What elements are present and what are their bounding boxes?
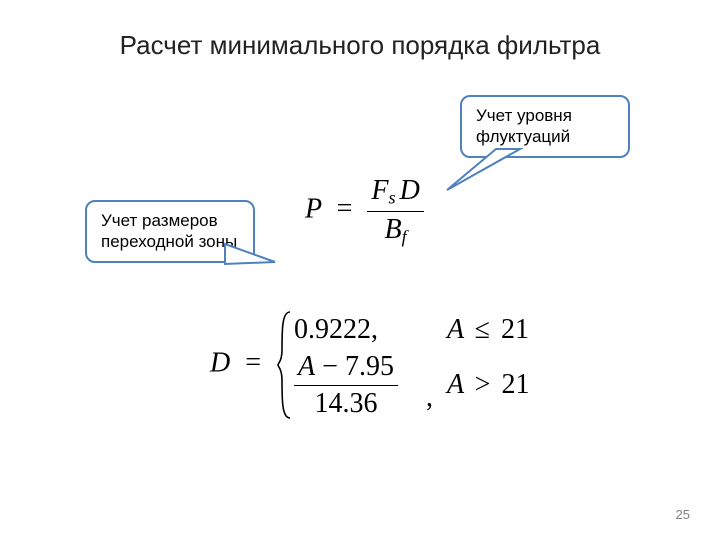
formula-p-equation: P = FsD Bf xyxy=(305,175,424,247)
callout-fluctuation-level: Учет уровня флуктуаций xyxy=(460,95,630,158)
var-B: B xyxy=(385,214,402,245)
case2-numerator: A − 7.95 xyxy=(294,351,398,386)
sub-f: f xyxy=(402,226,407,246)
case2-minus: − xyxy=(315,351,345,382)
formula2-lhs: D xyxy=(210,347,230,378)
piecewise-trailing-comma: , xyxy=(426,382,433,414)
case2-num-7p95: 7.95 xyxy=(345,351,394,382)
case1-comma: , xyxy=(371,314,378,345)
cond2-rhs: 21 xyxy=(501,369,529,400)
cond1-A: A xyxy=(447,314,464,345)
cond1-op: ≤ xyxy=(475,314,490,345)
formula1-fraction: FsD Bf xyxy=(367,175,423,247)
piecewise-conditions: A ≤ 21 A > 21 xyxy=(447,310,557,420)
case2-denominator: 14.36 xyxy=(294,386,398,420)
formula1-lhs: P xyxy=(305,193,322,224)
cond2-A: A xyxy=(447,369,464,400)
left-brace-icon xyxy=(276,310,294,420)
callout-transition-zone: Учет размеров переходной зоны xyxy=(85,200,255,263)
cond2-op: > xyxy=(475,369,491,400)
slide-title: Расчет минимального порядка фильтра xyxy=(0,30,720,61)
formula1-denominator: Bf xyxy=(367,212,423,248)
var-F: F xyxy=(371,175,388,206)
callout-pointer-left-icon xyxy=(0,0,720,540)
case2-fraction: A − 7.95 14.36 xyxy=(294,351,398,420)
cond1-rhs: 21 xyxy=(501,314,529,345)
case2-var-A: A xyxy=(298,351,315,382)
formula-d-piecewise: D = 0.9222, A − 7.95 xyxy=(210,310,557,420)
slide: Расчет минимального порядка фильтра Учет… xyxy=(0,0,720,540)
case1-value: 0.9222 xyxy=(294,314,371,345)
var-D: D xyxy=(400,175,420,206)
equals-sign-2: = xyxy=(245,347,261,378)
equals-sign: = xyxy=(337,193,353,224)
piecewise-values: 0.9222, A − 7.95 14.36 xyxy=(294,310,424,420)
page-number: 25 xyxy=(676,507,690,522)
piecewise-brace-wrap: 0.9222, A − 7.95 14.36 , xyxy=(276,310,557,420)
sub-s: s xyxy=(389,188,396,208)
formula1-numerator: FsD xyxy=(367,175,423,212)
callout-pointer-top-right-icon xyxy=(0,0,720,540)
